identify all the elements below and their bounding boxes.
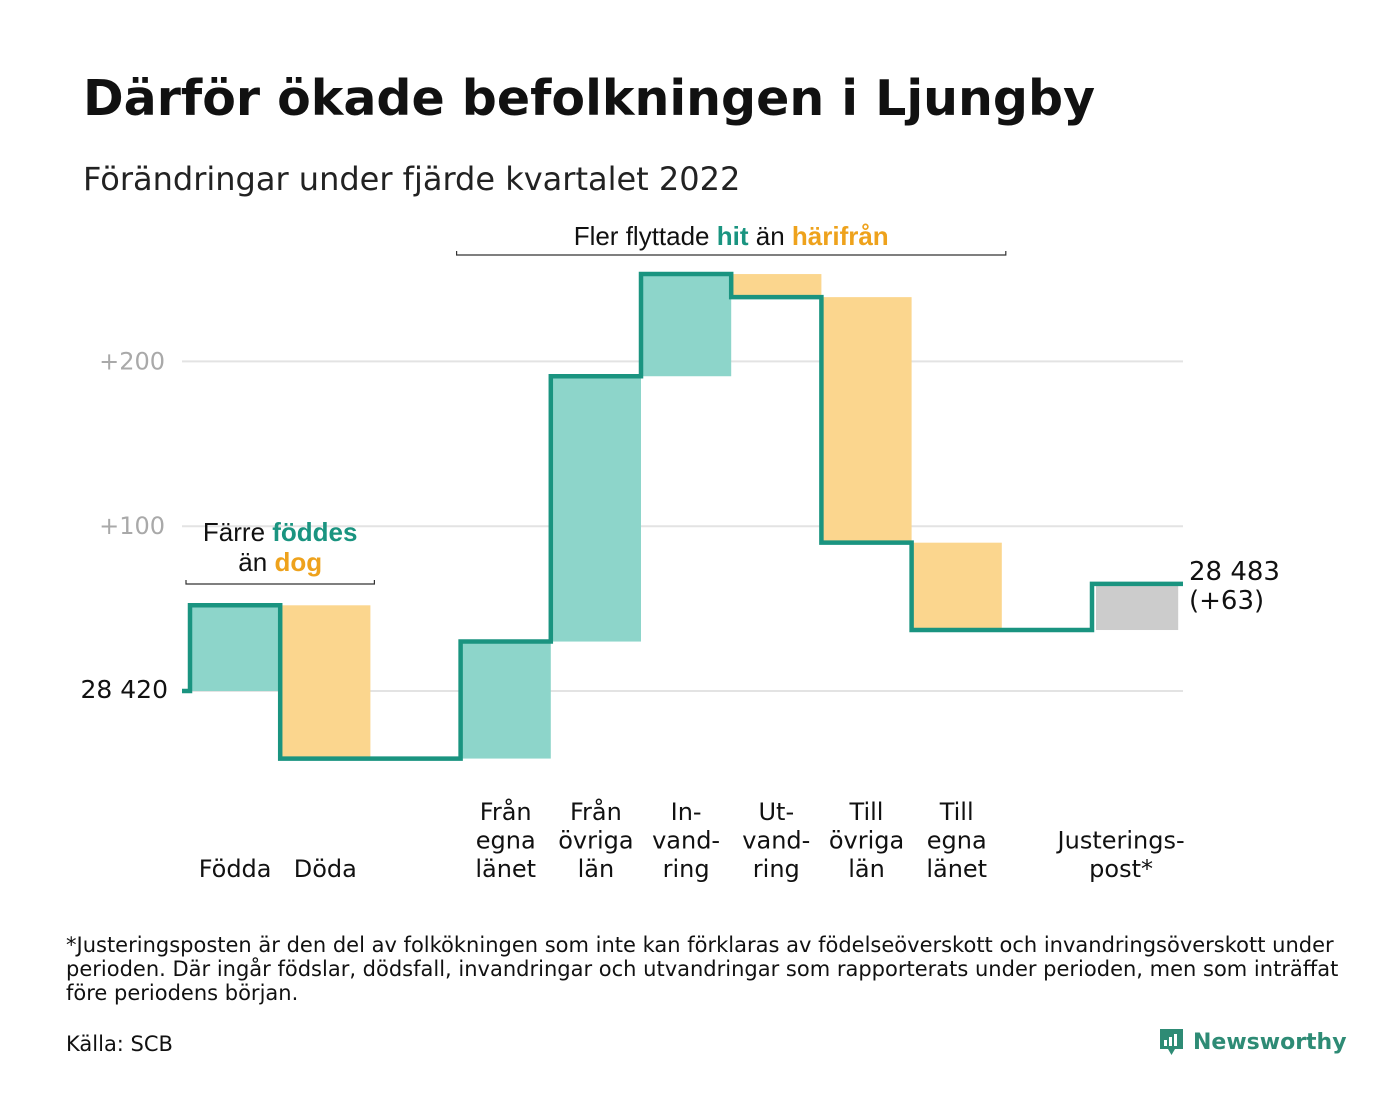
annotation-bracket xyxy=(185,580,375,585)
annotation-text: än dog xyxy=(238,547,322,577)
newsworthy-logo-icon xyxy=(1160,1029,1183,1055)
waterfall-bar xyxy=(550,376,641,642)
y-tick-label: +200 xyxy=(99,347,165,375)
annotation-text-part: Fler flyttade xyxy=(574,221,717,251)
annotation-text-part: Färre xyxy=(203,517,272,547)
category-label: Från xyxy=(570,797,622,826)
y-tick-label: +100 xyxy=(99,512,165,540)
category-label: länet xyxy=(926,855,987,883)
category-label: Justerings- xyxy=(1056,827,1185,855)
category-label: övriga xyxy=(558,827,633,855)
annotation-text-part: hit xyxy=(717,221,749,251)
source-label: Källa: SCB xyxy=(66,1032,173,1056)
category-label: länet xyxy=(475,855,536,883)
category-label: Döda xyxy=(294,855,357,883)
brand-logo: Newsworthy xyxy=(1158,1027,1347,1058)
category-label: län xyxy=(578,855,615,883)
waterfall-bar xyxy=(911,542,1002,631)
annotation-text-part: dog xyxy=(274,547,322,577)
waterfall-bar xyxy=(190,605,281,691)
category-label: egna xyxy=(476,827,536,855)
category-label: ring xyxy=(753,855,800,883)
category-label: vand- xyxy=(652,827,720,855)
category-label: övriga xyxy=(829,827,904,855)
category-label: län xyxy=(848,855,885,883)
annotation-text-part: än xyxy=(749,221,792,251)
brand-name: Newsworthy xyxy=(1193,1030,1347,1055)
category-label: Ut- xyxy=(758,798,794,826)
waterfall-bar xyxy=(821,297,912,543)
category-label: In- xyxy=(671,798,702,826)
category-label: egna xyxy=(927,827,987,855)
category-label: Födda xyxy=(199,855,272,883)
category-label: ring xyxy=(663,855,710,883)
category-label: post* xyxy=(1089,855,1153,883)
chart-subtitle: Förändringar under fjärde kvartalet 2022 xyxy=(83,160,741,198)
waterfall-bar xyxy=(460,641,551,759)
end-change-label: (+63) xyxy=(1189,586,1264,616)
waterfall-bar xyxy=(280,605,371,759)
end-value-label: 28 483 xyxy=(1189,557,1280,587)
waterfall-bar xyxy=(641,274,732,377)
footnote: *Justeringsposten är den del av folkökni… xyxy=(66,933,1339,1005)
chart-title: Därför ökade befolkningen i Ljungby xyxy=(83,70,1096,127)
annotation-bracket xyxy=(456,251,1007,256)
annotation-text: Fler flyttade hit än härifrån xyxy=(574,221,889,251)
running-total-line xyxy=(182,271,1183,761)
annotation-text-part: föddes xyxy=(272,517,357,547)
waterfall-bar xyxy=(1096,583,1179,631)
category-label: Från xyxy=(480,797,532,826)
annotation-text-part: härifrån xyxy=(792,221,889,251)
annotation-text: Färre föddes xyxy=(203,517,358,547)
waterfall-bar xyxy=(731,274,822,298)
category-label: Till xyxy=(849,798,884,826)
category-label: Till xyxy=(939,798,974,826)
category-label: vand- xyxy=(742,827,810,855)
annotation-text-part: än xyxy=(238,547,274,577)
start-value-label: 28 420 xyxy=(81,675,168,704)
